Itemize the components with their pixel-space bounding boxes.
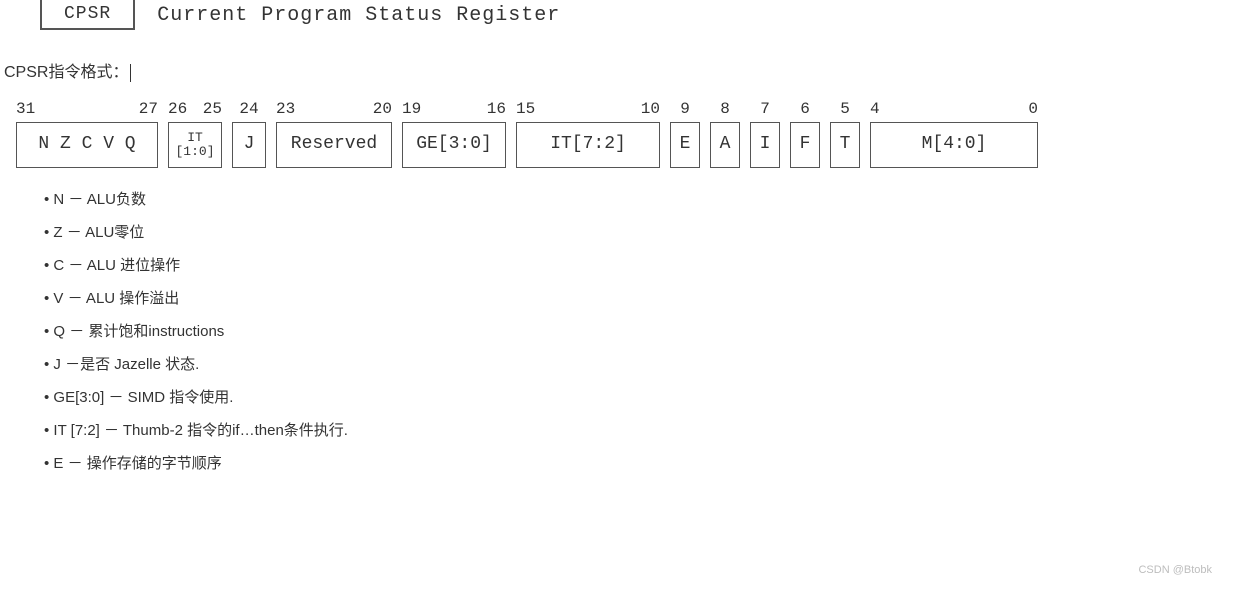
header-box: CPSR — [40, 0, 135, 30]
bit-label-segment: 6 — [790, 100, 820, 118]
bit-label-hi: 31 — [16, 100, 35, 118]
bit-field-box: A — [710, 122, 740, 168]
bit-field-box: E — [670, 122, 700, 168]
text-cursor — [130, 64, 131, 82]
bit-field-box: I — [750, 122, 780, 168]
field-description-item: N － ALU负数 — [44, 192, 1236, 207]
format-label: CPSR指令格式： — [4, 58, 1236, 82]
bit-field-box: IT[7:2] — [516, 122, 660, 168]
field-description-item: IT [7:2] － Thumb-2 指令的if…then条件执行. — [44, 423, 1236, 438]
field-description-item: Q － 累计饱和instructions — [44, 324, 1236, 339]
bit-label-segment: 1916 — [402, 100, 506, 118]
bit-label-segment: 1510 — [516, 100, 660, 118]
bit-label-segment: 23 20 — [276, 100, 392, 118]
bit-label-lo: 16 — [487, 100, 506, 118]
bit-diagram: 31272625242320191615109876540 N Z C V QI… — [16, 100, 1236, 168]
bit-label-hi: 19 — [402, 100, 421, 118]
bit-field-box: IT [1:0] — [168, 122, 222, 168]
bit-field-box: N Z C V Q — [16, 122, 158, 168]
bit-label-segment: 24 — [232, 100, 266, 118]
bit-field-box: F — [790, 122, 820, 168]
bit-label-segment: 26 25 — [168, 100, 222, 118]
bit-label-lo: 20 — [373, 100, 392, 118]
bit-label-hi: 24 — [239, 100, 258, 118]
bit-field-box: T — [830, 122, 860, 168]
bit-label-segment: 31 27 — [16, 100, 158, 118]
format-label-text: CPSR指令格式： — [4, 64, 128, 81]
bit-field-box: J — [232, 122, 266, 168]
watermark: CSDN @Btobk — [1138, 564, 1212, 576]
field-description-list: N － ALU负数 Z － ALU零位 C － ALU 进位操作 V － ALU 操作… — [4, 192, 1236, 471]
bit-label-hi: 8 — [720, 100, 730, 118]
field-description-item: V － ALU 操作溢出 — [44, 291, 1236, 306]
bit-label-hi: 15 — [516, 100, 535, 118]
bit-label-segment: 40 — [870, 100, 1038, 118]
bit-field-box: Reserved — [276, 122, 392, 168]
bit-label-hi: 4 — [870, 100, 880, 118]
header-title: Current Program Status Register — [157, 4, 560, 27]
bit-label-hi: 5 — [840, 100, 850, 118]
bit-label-segment: 8 — [710, 100, 740, 118]
bit-label-segment: 9 — [670, 100, 700, 118]
header-row: CPSR Current Program Status Register — [40, 0, 1236, 30]
bit-boxes-row: N Z C V QIT [1:0]JReservedGE[3:0]IT[7:2]… — [16, 122, 1236, 168]
bit-label-lo: 10 — [641, 100, 660, 118]
bit-labels-row: 31272625242320191615109876540 — [16, 100, 1236, 118]
field-description-item: Z － ALU零位 — [44, 225, 1236, 240]
field-description-item: GE[3:0] － SIMD 指令使用. — [44, 390, 1236, 405]
bit-label-segment: 5 — [830, 100, 860, 118]
bit-field-box: M[4:0] — [870, 122, 1038, 168]
bit-field-box: GE[3:0] — [402, 122, 506, 168]
bit-label-hi: 9 — [680, 100, 690, 118]
bit-label-hi: 23 — [276, 100, 295, 118]
bit-label-hi: 7 — [760, 100, 770, 118]
field-description-item: J －是否 Jazelle 状态. — [44, 357, 1236, 372]
bit-label-lo: 27 — [139, 100, 158, 118]
field-description-item: C － ALU 进位操作 — [44, 258, 1236, 273]
bit-label-hi: 26 — [168, 100, 187, 118]
bit-label-hi: 6 — [800, 100, 810, 118]
bit-label-lo: 25 — [203, 100, 222, 118]
field-description-item: E － 操作存储的字节顺序 — [44, 456, 1236, 471]
bit-label-segment: 7 — [750, 100, 780, 118]
bit-label-lo: 0 — [1028, 100, 1038, 118]
